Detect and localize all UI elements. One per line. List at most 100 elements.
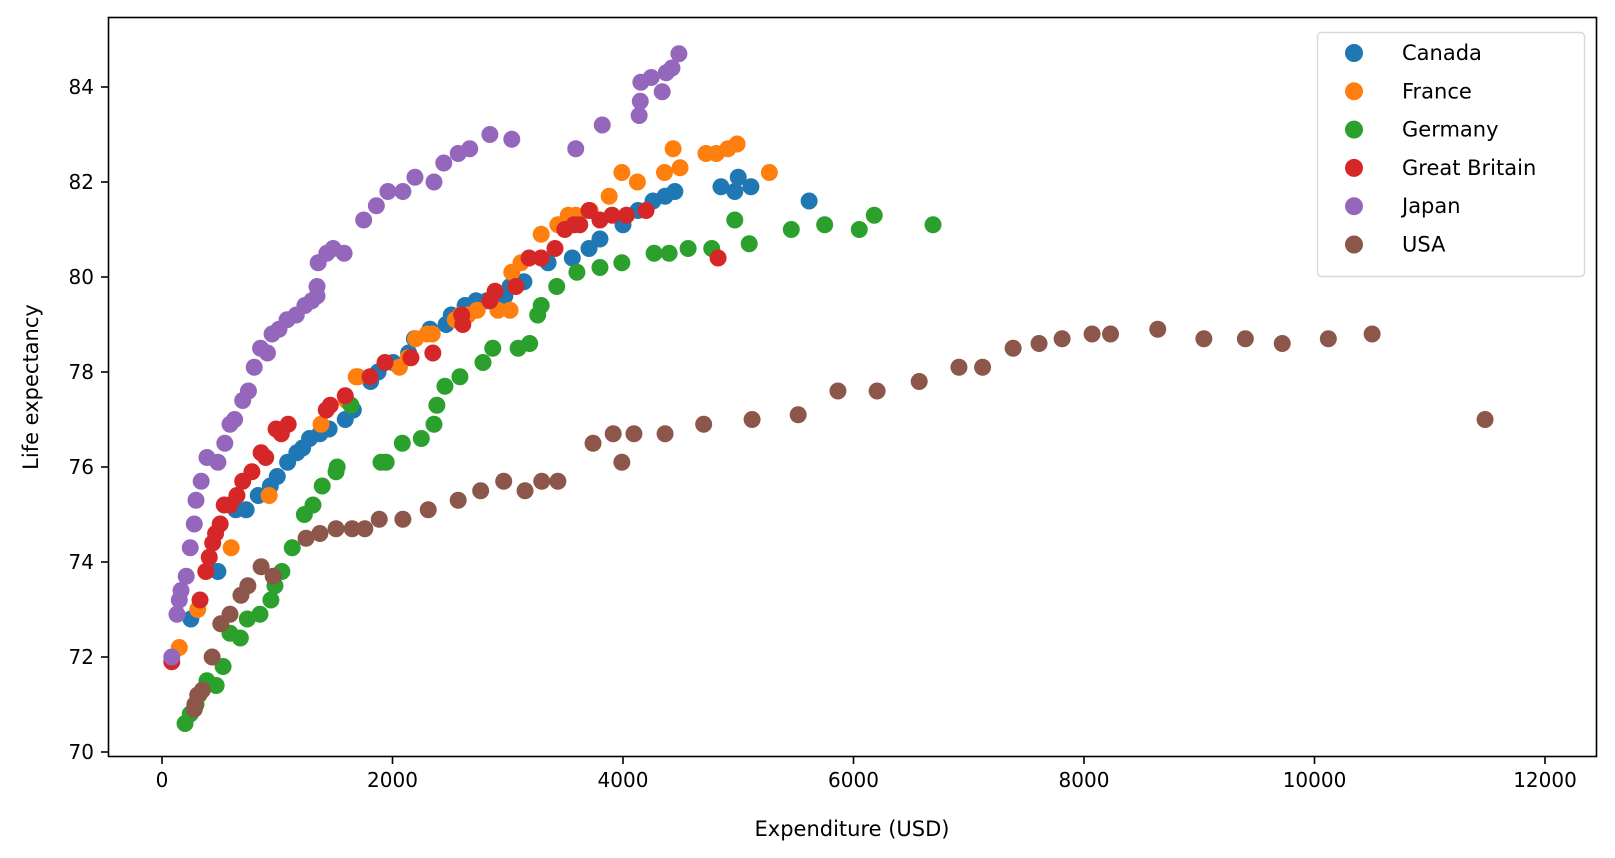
data-point (910, 373, 928, 390)
data-point (1476, 411, 1494, 428)
series-france (170, 135, 778, 656)
data-point (501, 301, 519, 319)
data-point (670, 45, 688, 63)
legend-label: Germany (1402, 118, 1499, 142)
data-point (1083, 325, 1101, 343)
data-point (546, 240, 564, 257)
legend-label: Japan (1400, 194, 1461, 218)
data-point (209, 563, 227, 580)
legend-item: Great Britain (1345, 156, 1536, 180)
data-point (549, 472, 567, 490)
data-point (192, 472, 210, 490)
data-point (726, 211, 744, 229)
data-point (613, 453, 631, 471)
data-point (454, 316, 472, 333)
data-point (613, 164, 631, 181)
data-point (484, 339, 502, 357)
data-point (630, 107, 648, 124)
series-japan (163, 45, 688, 666)
data-point (193, 681, 211, 699)
data-point (604, 425, 622, 443)
data-point (200, 548, 218, 566)
data-point (660, 244, 678, 262)
data-point (177, 567, 195, 585)
legend-marker (1345, 44, 1363, 62)
data-point (214, 658, 232, 675)
data-point (191, 591, 209, 609)
data-point (226, 411, 244, 428)
data-point (370, 510, 388, 528)
legend-marker (1345, 197, 1363, 216)
data-point (631, 92, 649, 110)
data-point (237, 501, 255, 519)
data-point (868, 382, 886, 400)
data-point (207, 677, 225, 694)
data-point (393, 434, 411, 452)
data-point (679, 240, 697, 257)
data-point (172, 582, 190, 599)
data-point (419, 501, 437, 519)
data-point (645, 244, 663, 262)
data-point (709, 249, 727, 267)
x-tick-label: 6000 (828, 768, 879, 792)
data-point (402, 349, 420, 367)
data-point (423, 325, 441, 343)
data-point (625, 425, 643, 443)
legend-label: Canada (1402, 41, 1482, 65)
legend-box (1316, 31, 1586, 278)
points-layer (163, 45, 1494, 732)
data-point (1102, 325, 1120, 343)
x-tick-label: 0 (156, 768, 169, 792)
data-point (532, 249, 550, 267)
data-point (743, 411, 761, 428)
data-point (563, 249, 581, 267)
data-point (394, 510, 412, 528)
data-point (343, 520, 361, 538)
data-point (642, 69, 660, 86)
data-point (729, 168, 747, 186)
data-point (209, 453, 227, 471)
y-tick-label: 78 (69, 360, 94, 384)
data-point (495, 472, 513, 490)
data-point (264, 567, 282, 585)
data-point (1273, 335, 1291, 352)
data-point (197, 563, 215, 580)
data-point (1236, 330, 1254, 348)
data-point (262, 591, 280, 609)
y-tick-label: 76 (69, 455, 94, 479)
series-germany (176, 206, 942, 732)
data-point (664, 140, 682, 158)
legend-item: France (1345, 79, 1472, 103)
x-tick-label: 8000 (1059, 768, 1110, 792)
data-point (481, 126, 499, 143)
data-point (782, 221, 800, 238)
data-point (593, 116, 611, 134)
data-point (163, 648, 181, 666)
data-point (216, 434, 234, 452)
data-point (168, 605, 186, 623)
series-canada (182, 168, 818, 628)
data-point (567, 140, 585, 158)
data-point (424, 344, 442, 362)
data-point (829, 382, 847, 400)
data-point (726, 183, 744, 200)
data-point (367, 197, 385, 215)
data-point (211, 515, 229, 533)
data-point (252, 558, 270, 576)
data-point (580, 202, 598, 219)
data-point (571, 216, 589, 234)
data-point (406, 168, 424, 186)
x-tick-label: 12000 (1513, 768, 1577, 792)
data-point (321, 396, 339, 414)
data-point (617, 206, 635, 224)
data-point (532, 297, 550, 314)
legend-label: Great Britain (1402, 156, 1536, 180)
data-point (304, 496, 322, 514)
data-point (532, 225, 550, 243)
data-point (603, 206, 621, 224)
data-point (503, 130, 521, 148)
data-point (394, 183, 412, 200)
data-point (327, 520, 345, 538)
x-tick-label: 2000 (367, 768, 418, 792)
data-point (580, 240, 598, 257)
